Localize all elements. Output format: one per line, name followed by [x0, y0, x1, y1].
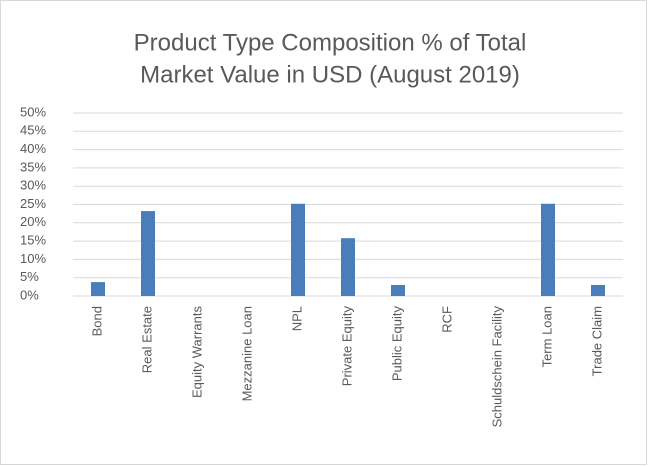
y-tick-label: 35% — [20, 159, 46, 174]
y-tick-label: 40% — [20, 141, 46, 156]
x-tick-label: Mezzanine Loan — [239, 306, 254, 401]
x-tick-label: Equity Warrants — [189, 306, 204, 398]
bar — [141, 211, 155, 296]
bar — [541, 203, 555, 296]
x-tick-label: Bond — [89, 306, 104, 336]
bar — [391, 285, 405, 296]
x-tick-label: Term Loan — [539, 306, 554, 367]
x-tick-label: Private Equity — [339, 306, 354, 387]
bar — [341, 238, 355, 296]
bar — [591, 285, 605, 296]
x-tick-label: Trade Claim — [589, 306, 604, 376]
y-tick-label: 50% — [20, 104, 46, 119]
y-tick-label: 30% — [20, 178, 46, 193]
y-tick-label: 25% — [20, 196, 46, 211]
chart-title: Market Value in USD (August 2019) — [140, 61, 520, 88]
bar — [291, 203, 305, 296]
y-tick-label: 20% — [20, 214, 46, 229]
y-tick-label: 45% — [20, 123, 46, 138]
y-tick-label: 15% — [20, 233, 46, 248]
y-tick-label: 0% — [20, 287, 39, 302]
chart-title: Product Type Composition % of Total — [134, 29, 527, 56]
x-tick-label: NPL — [289, 306, 304, 331]
bar — [91, 282, 105, 296]
y-tick-label: 5% — [20, 269, 39, 284]
x-tick-label: RCF — [439, 306, 454, 333]
y-tick-label: 10% — [20, 251, 46, 266]
x-tick-label: Schuldschein Facility — [489, 306, 504, 428]
x-tick-label: Public Equity — [389, 306, 404, 382]
x-tick-label: Real Estate — [139, 306, 154, 373]
